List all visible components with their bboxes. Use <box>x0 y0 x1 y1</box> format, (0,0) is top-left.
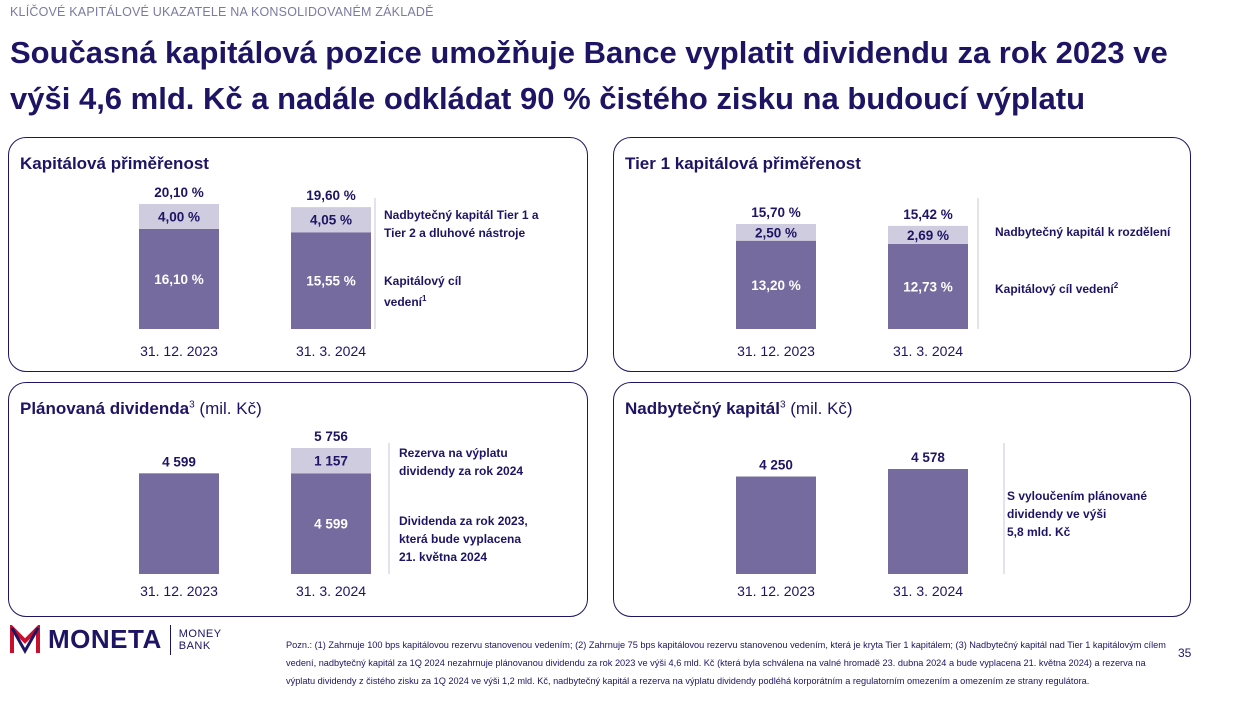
chart-annotation: Nadbytečný kapitál Tier 1 a Tier 2 a dlu… <box>384 208 539 240</box>
bar-segment-label: 13,20 % <box>751 278 801 293</box>
chart-annotation: Rezerva na výplatu dividendy za rok 2024 <box>399 446 524 478</box>
bar-total-label: 15,70 % <box>751 205 801 220</box>
bar-segment-label: 4 599 <box>314 517 348 532</box>
chart-svg: 4 250 31. 12. 2023 4 578 31. 3. 2024 <box>736 443 1005 599</box>
chart-title: Plánovaná dividenda3 (mil. Kč) <box>20 399 262 418</box>
bar-total-label: 4 578 <box>911 450 945 465</box>
logo-subtitle: MONEY BANK <box>178 627 222 652</box>
bar-total-label: 4 599 <box>162 454 196 469</box>
bar-segment <box>888 225 968 244</box>
bar-segment-label: 12,73 % <box>903 279 953 294</box>
chart-annotation: Dividenda za rok 2023, která bude vyplac… <box>399 514 528 564</box>
chart-title: Tier 1 kapitálová přiměřenost <box>625 154 861 173</box>
chart-annotation: S vyloučením plánované dividendy ve výši… <box>1007 489 1148 539</box>
bar-segment <box>888 469 968 574</box>
bar-total-label: 5 756 <box>314 429 348 444</box>
chart-annotation: Nadbytečný kapitál k rozdělení <box>995 225 1171 239</box>
bar-total-label: 19,60 % <box>306 188 356 203</box>
section-label: KLÍČOVÉ KAPITÁLOVÉ UKAZATELE NA KONSOLID… <box>10 5 434 19</box>
chart-panel-planned-dividend: Plánovaná dividenda3 (mil. Kč) 4 599 31. … <box>8 382 588 617</box>
footnote: Pozn.: (1) Zahrnuje 100 bps kapitálovou … <box>286 640 1166 686</box>
bar-segment-label: 16,10 % <box>154 272 204 287</box>
bar-segment <box>291 473 371 574</box>
bar-segment <box>291 207 371 233</box>
bar-total-label: 4 250 <box>759 458 793 473</box>
bar-segment <box>736 476 816 574</box>
x-tick-label: 31. 12. 2023 <box>140 583 218 599</box>
page-title: Současná kapitálová pozice umožňuje Banc… <box>10 35 1168 116</box>
x-tick-label: 31. 12. 2023 <box>737 343 815 359</box>
logo-wordmark: MONETA <box>48 624 162 654</box>
bar-segment <box>736 240 816 329</box>
bar-segment <box>139 204 219 229</box>
chart-title: Kapitálová přiměřenost <box>20 154 209 173</box>
bar-segment-label: 2,69 % <box>907 228 949 243</box>
chart-panel-capital-adequacy: Kapitálová přiměřenost 16,10 % 4,00 % 20,1… <box>8 137 588 372</box>
bar-segment <box>736 224 816 241</box>
chart-annotation: Kapitálový cíl vedení1 <box>384 274 462 309</box>
logo-divider <box>169 624 171 655</box>
chart-annotation: Kapitálový cíl vedení2 <box>995 281 1119 296</box>
bar-segment-label: 15,55 % <box>306 274 356 289</box>
bar-segment-label: 4,05 % <box>310 213 352 228</box>
bar-segment <box>291 232 371 329</box>
bar-segment <box>139 473 219 574</box>
x-tick-label: 31. 3. 2024 <box>893 343 963 359</box>
chart-svg: 4 599 31. 12. 2023 4 599 1 157 5 756 31. 3. 2… <box>139 429 390 599</box>
bar-segment <box>291 448 371 474</box>
chart-svg: 13,20 % 2,50 % 15,70 % 31. 12. 2023 12,73 % 2… <box>736 198 979 359</box>
x-tick-label: 31. 12. 2023 <box>140 343 218 359</box>
x-tick-label: 31. 12. 2023 <box>737 583 815 599</box>
chart-svg: 16,10 % 4,00 % 20,10 % 31. 12. 2023 15,55 % 4… <box>139 185 376 359</box>
bar-total-label: 20,10 % <box>154 185 204 200</box>
moneta-m-icon <box>10 624 40 654</box>
bar-segment-label: 1 157 <box>314 454 348 469</box>
bar-segment-label: 4,00 % <box>158 209 200 224</box>
bar-total-label: 15,42 % <box>903 207 953 222</box>
chart-title: Nadbytečný kapitál3 (mil. Kč) <box>625 399 853 418</box>
bar-segment <box>139 228 219 329</box>
chart-panel-tier1: Tier 1 kapitálová přiměřenost 13,20 % 2,5… <box>613 137 1191 372</box>
x-tick-label: 31. 3. 2024 <box>893 583 963 599</box>
x-tick-label: 31. 3. 2024 <box>296 343 366 359</box>
moneta-logo: MONETA MONEY BANK <box>10 624 222 655</box>
x-tick-label: 31. 3. 2024 <box>296 583 366 599</box>
bar-segment <box>888 243 968 329</box>
chart-panel-excess-capital: Nadbytečný kapitál3 (mil. Kč) 4 250 31. 1… <box>613 382 1191 617</box>
page-number: 35 <box>1178 646 1192 660</box>
bar-segment-label: 2,50 % <box>755 225 797 240</box>
